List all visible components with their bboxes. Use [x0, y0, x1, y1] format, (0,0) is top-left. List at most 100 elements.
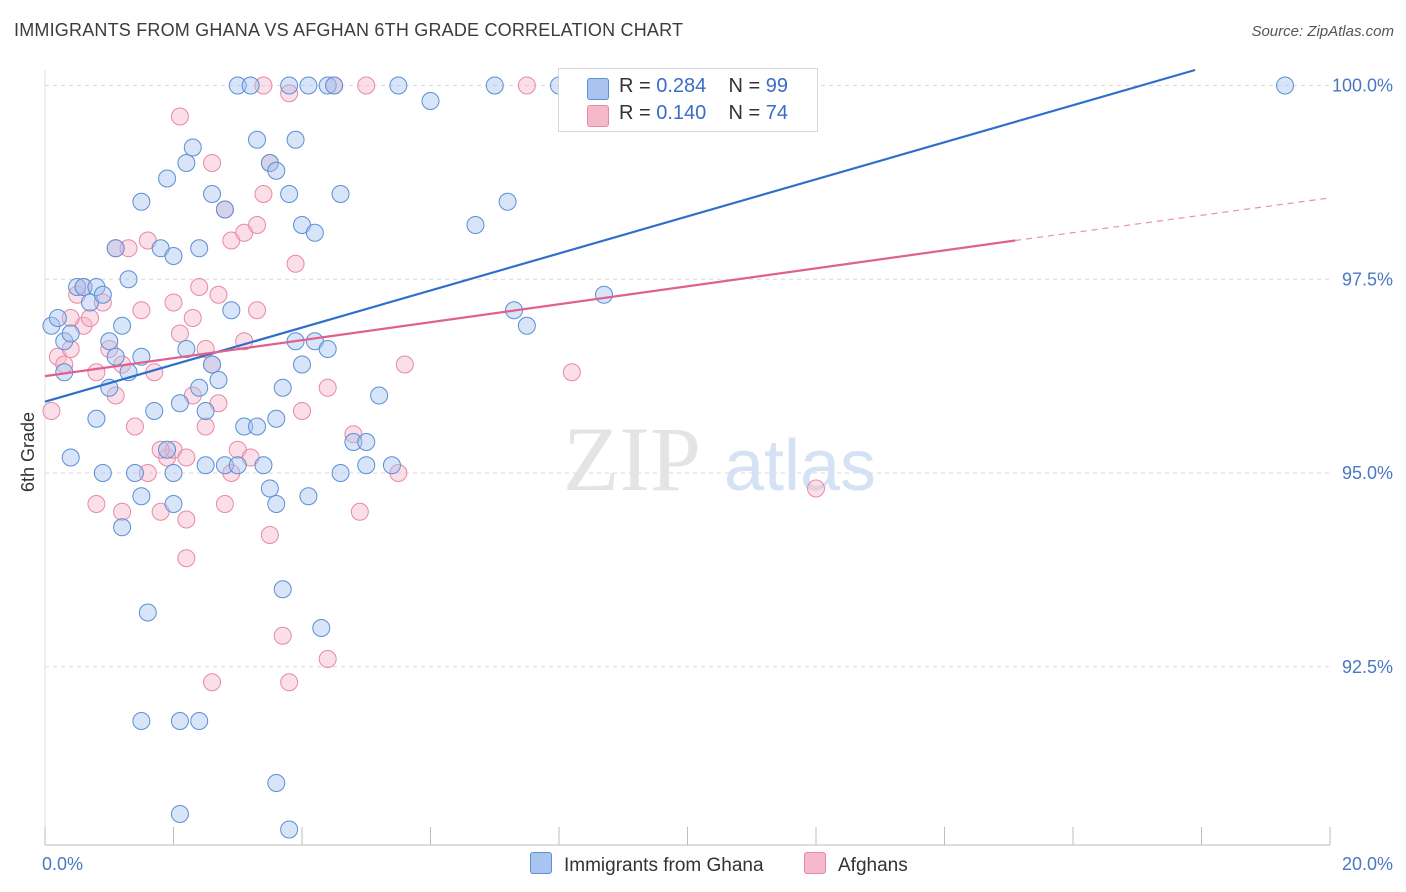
watermark-atlas: atlas	[724, 426, 876, 506]
ghana-point	[280, 820, 299, 839]
ghana-point	[318, 76, 337, 95]
ghana-point	[260, 479, 279, 498]
afghans-point	[286, 254, 305, 273]
afghans-point	[93, 293, 112, 312]
afghans-point	[177, 510, 196, 529]
source-label: Source: ZipAtlas.com	[1251, 23, 1394, 40]
afghans-point	[183, 309, 202, 327]
ghana-point	[222, 301, 241, 320]
ghana-trend-line	[44, 68, 1196, 403]
ghana-point	[61, 448, 80, 467]
ghana-point	[299, 76, 318, 95]
ghana-point	[286, 130, 305, 149]
afghans-point	[280, 84, 299, 103]
ghana-point	[183, 138, 202, 157]
ghana-points	[42, 76, 1295, 839]
afghans-point	[125, 417, 144, 436]
ghana-point	[280, 185, 299, 203]
ghana-point	[132, 712, 151, 730]
ghana-point	[106, 239, 125, 258]
y-axis-label: 6th Grade	[18, 412, 38, 492]
afghans-point	[196, 417, 215, 436]
bottom-legend-swatch-afghans	[804, 852, 826, 874]
afghans-point	[80, 309, 99, 327]
ghana-point	[293, 355, 311, 374]
afghans-point	[260, 526, 279, 544]
ghana-point	[125, 464, 144, 482]
ghana-point	[196, 402, 215, 420]
ghana-point	[190, 239, 209, 258]
trend-lines	[44, 68, 1331, 403]
ghana-point	[389, 76, 408, 95]
ghana-point	[267, 495, 286, 513]
afghans-point	[215, 495, 234, 513]
ghana-point	[235, 417, 254, 436]
afghans-points	[42, 76, 825, 692]
ghana-point	[203, 355, 222, 374]
legend-r-value: 0.284	[656, 75, 707, 97]
legend-text-ghana: R = 0.284 N = 99	[619, 75, 788, 98]
afghans-point	[318, 650, 337, 668]
legend-n-value: 99	[765, 75, 789, 97]
afghans-point	[280, 673, 299, 692]
ghana-point	[370, 386, 389, 405]
ghana-point	[331, 464, 350, 482]
afghans-point	[190, 278, 209, 296]
ghana-point	[325, 76, 344, 95]
afghans-point	[164, 293, 183, 312]
ghana-point	[190, 712, 209, 730]
afghans-point	[113, 502, 132, 521]
ghana-point	[305, 223, 324, 242]
afghans-point	[318, 378, 337, 397]
ghana-point	[61, 324, 80, 343]
ghana-point	[331, 185, 350, 203]
ghana-point	[196, 456, 215, 475]
afghans-point	[170, 324, 189, 343]
afghans-point	[562, 363, 581, 382]
ghana-point	[466, 216, 485, 234]
afghans-point	[87, 363, 106, 382]
watermark: ZIP atlas	[563, 408, 876, 510]
ghana-point	[215, 456, 234, 475]
afghans-point	[293, 402, 311, 420]
ghana-point	[113, 316, 132, 335]
ghana-point	[498, 192, 517, 211]
ghana-point	[177, 340, 196, 358]
x-tick-label: 20.0%	[1342, 854, 1393, 874]
ghana-point	[170, 394, 189, 413]
ghana-point	[273, 378, 292, 397]
ghana-point	[87, 409, 106, 428]
afghans-point	[132, 301, 151, 320]
legend-n-label: N =	[728, 102, 766, 124]
ghana-point	[517, 316, 536, 335]
y-tick-label: 95.0%	[1342, 463, 1393, 483]
afghans-point	[61, 309, 80, 327]
ghana-point	[228, 76, 247, 95]
y-tick-label: 92.5%	[1342, 657, 1393, 677]
ghana-point	[299, 487, 318, 506]
ghana-point	[158, 440, 177, 459]
ghana-point	[158, 169, 177, 188]
ghana-point	[190, 378, 209, 397]
axes	[44, 70, 1331, 846]
afghans-point	[177, 448, 196, 467]
ghana-point	[267, 161, 286, 180]
afghans-point	[517, 76, 536, 95]
afghans-point	[170, 107, 189, 126]
ghana-point	[93, 464, 112, 482]
afghans-point	[138, 464, 157, 482]
legend-swatch-afghans	[587, 105, 609, 127]
ghana-point	[164, 495, 183, 513]
ghana-point	[177, 154, 196, 172]
ghana-point	[209, 371, 228, 389]
afghans-point	[248, 301, 267, 320]
ghana-point	[145, 402, 164, 420]
ghana-point	[357, 433, 376, 451]
afghans-point	[203, 154, 222, 172]
ghana-point	[203, 185, 222, 203]
legend-n-label: N =	[728, 75, 766, 97]
ghana-point	[215, 200, 234, 219]
ghana-point	[132, 192, 151, 211]
ghana-point	[170, 712, 189, 730]
